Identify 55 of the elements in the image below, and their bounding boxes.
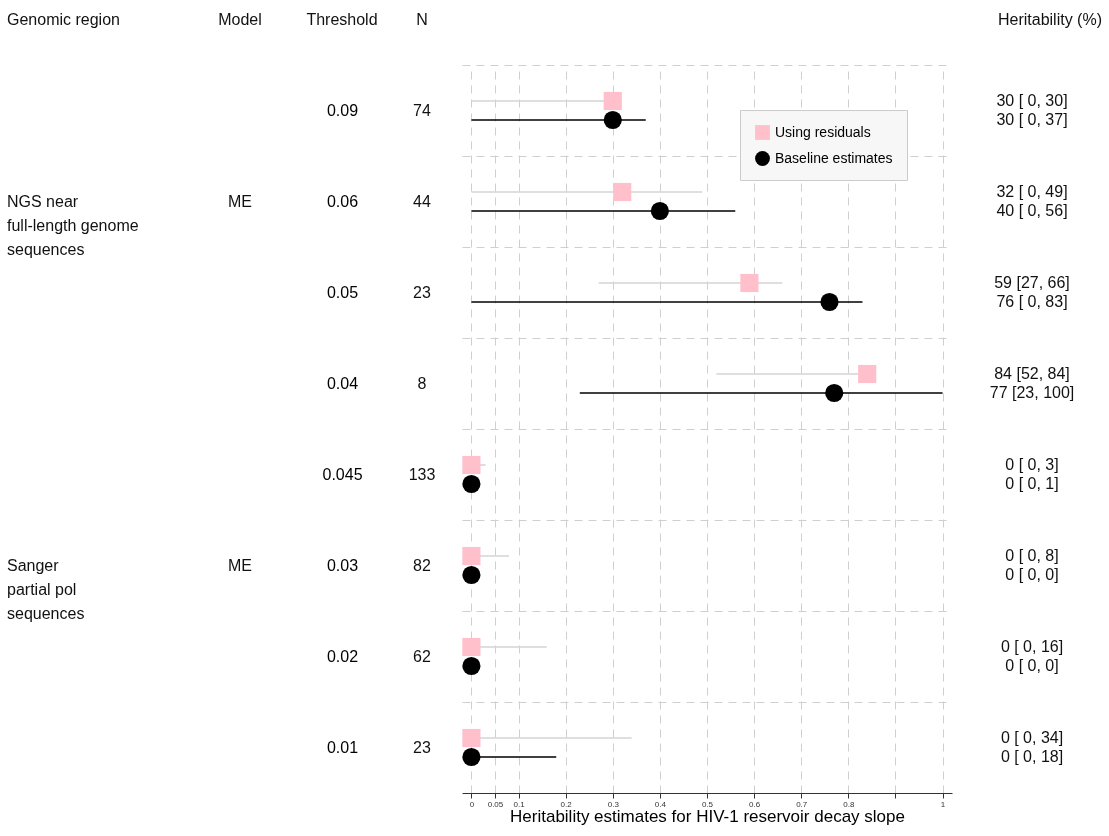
text: 44 bbox=[413, 192, 431, 210]
y-axis-title: Threshold bbox=[306, 11, 378, 28]
text: 0 [ 0, 18] bbox=[1000, 748, 1064, 765]
text: 0 [ 0, 1] bbox=[1005, 475, 1059, 492]
legend-label: Baseline estimates bbox=[775, 149, 893, 166]
text: 77 [23, 100] bbox=[989, 384, 1075, 401]
text: 23 bbox=[413, 738, 431, 756]
x-tick-label: 0.6 bbox=[749, 799, 761, 809]
x-tick-label: 1 bbox=[940, 799, 946, 809]
text: 32 [ 0, 49] bbox=[996, 183, 1068, 200]
text: Heritability (%) bbox=[997, 11, 1102, 28]
text: 74 bbox=[413, 101, 431, 119]
text: 82 bbox=[413, 556, 431, 574]
x-tick-label: 0 bbox=[469, 799, 475, 809]
y-tick-label: 0.01 bbox=[326, 738, 359, 756]
x-tick-label: 0.05 bbox=[487, 799, 504, 809]
text: 0 [ 0, 34] bbox=[1000, 729, 1064, 746]
text: 0 [ 0, 8] bbox=[1005, 547, 1059, 564]
text: 23 bbox=[413, 283, 431, 301]
text: 0 [ 0, 0] bbox=[1005, 657, 1059, 674]
text: N bbox=[416, 11, 428, 28]
x-tick-label: 0.1 bbox=[513, 799, 526, 809]
text: 8 bbox=[417, 374, 427, 392]
text: Genomic region bbox=[7, 11, 120, 28]
y-tick-label: 0.04 bbox=[326, 374, 359, 392]
text: 0 [ 0, 3] bbox=[1005, 456, 1059, 473]
y-tick-label: 0.045 bbox=[322, 465, 363, 483]
x-tick-label: 0.3 bbox=[607, 799, 620, 809]
y-tick-label: 0.02 bbox=[326, 647, 359, 665]
y-tick-label: 0.03 bbox=[326, 556, 359, 574]
x-tick-label: 0.4 bbox=[654, 799, 667, 809]
text: ME bbox=[228, 192, 252, 210]
x-tick-label: 0.7 bbox=[796, 799, 808, 809]
y-tick-label: 0.05 bbox=[326, 283, 359, 301]
text: Model bbox=[218, 11, 262, 28]
text: NGS near full-length genome sequences bbox=[7, 192, 139, 258]
text: 76 [ 0, 83] bbox=[996, 293, 1068, 310]
x-axis-title: Heritability estimates for HIV-1 reservoir decay slope bbox=[510, 806, 905, 826]
x-tick-label: 0.2 bbox=[560, 799, 573, 809]
text: 30 [ 0, 37] bbox=[996, 111, 1068, 128]
text: 30 [ 0, 30] bbox=[996, 92, 1068, 109]
x-tick-label: 0.5 bbox=[701, 799, 714, 809]
text: 84 [52, 84] bbox=[994, 365, 1070, 382]
y-tick-label: 0.06 bbox=[326, 192, 359, 210]
text: 62 bbox=[413, 647, 431, 665]
x-tick-label: 0.8 bbox=[843, 799, 855, 809]
text: 0 [ 0, 0] bbox=[1005, 566, 1059, 583]
legend-label: Using residuals bbox=[775, 123, 871, 140]
text: Sanger partial pol sequences bbox=[7, 556, 85, 622]
text: ME bbox=[228, 556, 252, 574]
text: 40 [ 0, 56] bbox=[996, 202, 1068, 219]
y-tick-label: 0.09 bbox=[326, 101, 359, 119]
text: 59 [27, 66] bbox=[994, 274, 1070, 291]
text: 0 [ 0, 16] bbox=[1000, 638, 1064, 655]
text: 133 bbox=[408, 465, 436, 483]
